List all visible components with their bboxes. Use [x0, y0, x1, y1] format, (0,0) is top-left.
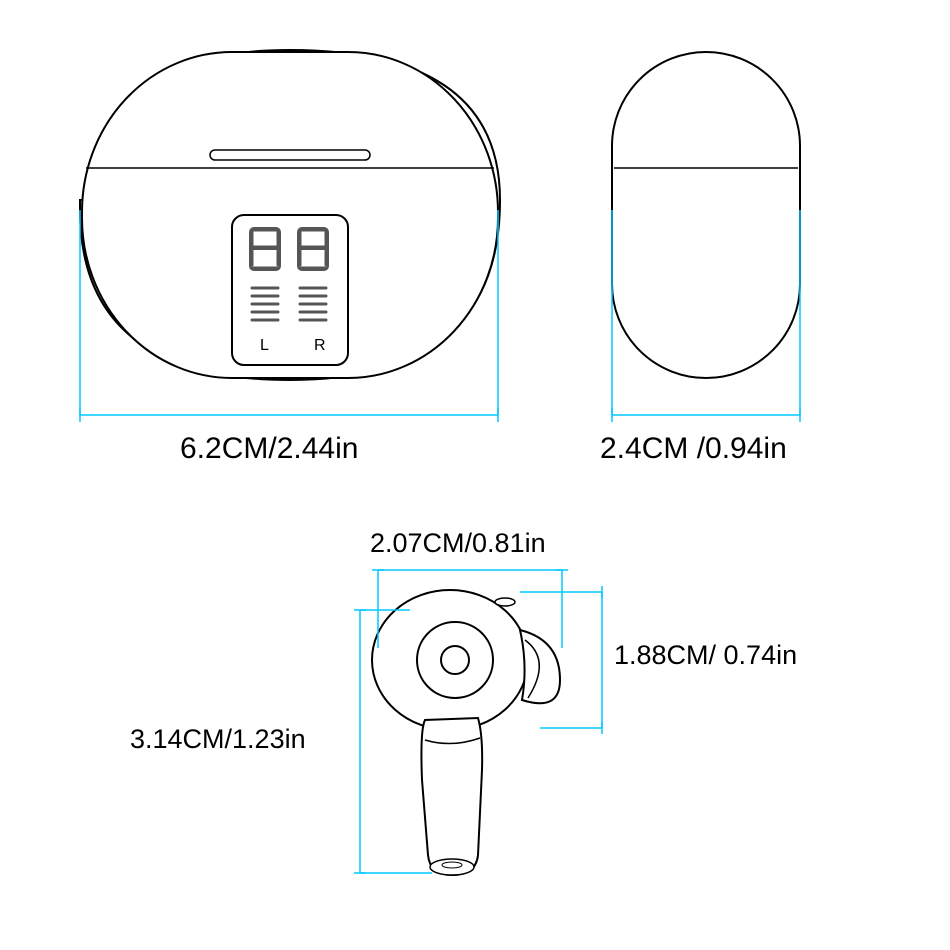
- case-side-width-label: 2.4CM /0.94in: [600, 432, 787, 466]
- right-indicator-label: R: [314, 337, 326, 354]
- case-side-view: [612, 52, 800, 422]
- dimension-diagram: L R: [0, 0, 950, 950]
- case-front-view: L R: [80, 50, 500, 422]
- earbud-left-height-label: 3.14CM/1.23in: [130, 724, 306, 755]
- earbud-view: [354, 570, 602, 875]
- led-display: L R: [232, 215, 348, 365]
- case-front-width-label: 6.2CM/2.44in: [180, 432, 358, 466]
- earbud-right-height-label: 1.88CM/ 0.74in: [614, 640, 797, 671]
- earbud-top-width-label: 2.07CM/0.81in: [370, 528, 546, 559]
- left-indicator-label: L: [260, 337, 269, 354]
